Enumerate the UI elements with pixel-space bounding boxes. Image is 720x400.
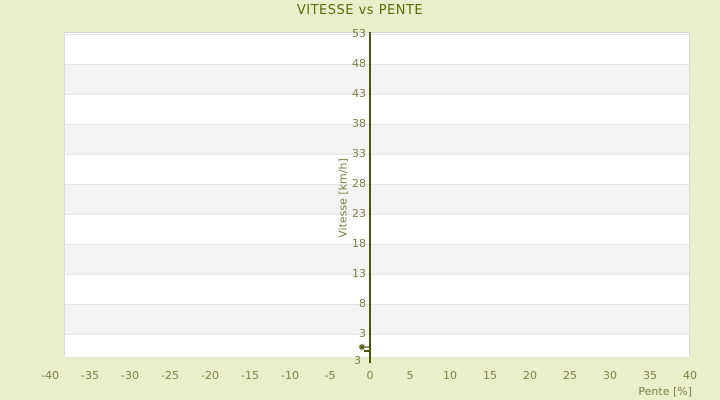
x-tick-label: 0 xyxy=(366,369,374,382)
x-tick-label: 20 xyxy=(523,369,537,382)
y-axis-line xyxy=(369,32,371,363)
plot-band xyxy=(65,124,689,155)
x-tick-label: -40 xyxy=(41,369,59,382)
y-axis-min-label: 3 xyxy=(354,354,361,367)
plot-band xyxy=(65,274,689,305)
y-tick-label: 38 xyxy=(352,117,366,130)
x-axis-title: Pente [%] xyxy=(638,385,692,398)
x-tick-label: 15 xyxy=(483,369,497,382)
y-tick-label: 18 xyxy=(352,237,366,250)
plot-band xyxy=(65,244,689,275)
plot-band xyxy=(65,304,689,335)
chart-title: VITESSE vs PENTE xyxy=(296,3,424,18)
x-tick-label: -30 xyxy=(121,369,139,382)
plot-band xyxy=(65,214,689,245)
y-tick-label: 48 xyxy=(352,57,366,70)
gridline xyxy=(65,244,689,245)
gridline xyxy=(65,274,689,275)
plot-band xyxy=(65,334,689,357)
x-tick-label: 5 xyxy=(406,369,414,382)
x-tick-label: -15 xyxy=(241,369,259,382)
plot-band xyxy=(65,184,689,215)
plot-band xyxy=(65,94,689,125)
y-tick-label: 53 xyxy=(352,27,366,40)
plot-band xyxy=(65,64,689,95)
gridline xyxy=(65,64,689,65)
plot-band xyxy=(65,34,689,65)
y-tick-label: 28 xyxy=(352,177,366,190)
x-tick-label: 10 xyxy=(443,369,457,382)
y-tick-label: 3 xyxy=(359,327,366,340)
plot-area xyxy=(64,32,690,357)
y-axis-end-tick xyxy=(364,350,371,352)
gridline xyxy=(65,94,689,95)
y-tick-label: 23 xyxy=(352,207,366,220)
x-tick-label: -10 xyxy=(281,369,299,382)
x-tick-label: -5 xyxy=(324,369,336,382)
x-tick-label: 30 xyxy=(603,369,617,382)
y-tick-label: 13 xyxy=(352,267,366,280)
gridline xyxy=(65,184,689,185)
gridline xyxy=(65,154,689,155)
x-tick-label: -35 xyxy=(81,369,99,382)
y-tick-label: 33 xyxy=(352,147,366,160)
x-tick-label: -25 xyxy=(161,369,179,382)
gridline xyxy=(65,34,689,35)
y-tick-label: 8 xyxy=(359,297,366,310)
x-tick-label: 35 xyxy=(643,369,657,382)
plot-band xyxy=(65,154,689,185)
y-axis-title: Vitesse [km/h] xyxy=(336,158,350,238)
gridline xyxy=(65,304,689,305)
x-tick-label: -20 xyxy=(201,369,219,382)
gridline xyxy=(65,124,689,125)
gridline xyxy=(65,214,689,215)
x-tick-label: 25 xyxy=(563,369,577,382)
gridline xyxy=(65,334,689,335)
x-tick-label: 40 xyxy=(683,369,697,382)
y-tick-label: 43 xyxy=(352,87,366,100)
